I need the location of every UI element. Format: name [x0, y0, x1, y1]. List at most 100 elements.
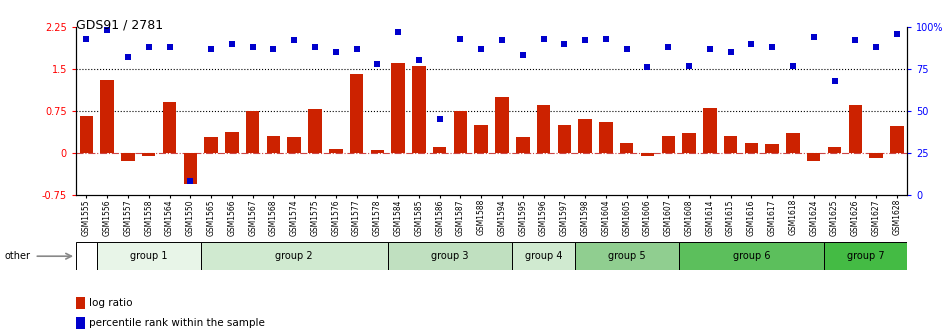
Point — [702, 46, 717, 51]
Point — [847, 38, 863, 43]
Bar — [787, 133, 800, 153]
Bar — [890, 126, 903, 153]
Bar — [579, 119, 592, 153]
Bar — [766, 144, 779, 153]
Point — [432, 117, 447, 122]
Point — [453, 36, 468, 41]
Point — [807, 34, 822, 40]
Bar — [724, 136, 737, 153]
Bar — [495, 97, 509, 153]
Bar — [388, 242, 512, 270]
Point — [744, 41, 759, 46]
Bar — [142, 153, 156, 156]
Point — [182, 179, 198, 184]
Point — [287, 38, 302, 43]
Point — [515, 53, 530, 58]
Point — [121, 54, 136, 60]
Point — [598, 36, 614, 41]
Point — [224, 41, 239, 46]
Text: log ratio: log ratio — [89, 298, 133, 308]
Point — [765, 44, 780, 50]
Bar — [162, 102, 177, 153]
Bar — [76, 242, 97, 270]
Bar — [827, 147, 842, 153]
Bar — [474, 125, 488, 153]
Point — [162, 44, 177, 50]
Bar — [391, 63, 405, 153]
Bar — [848, 105, 862, 153]
Bar — [537, 105, 550, 153]
Bar — [288, 137, 301, 153]
Text: percentile rank within the sample: percentile rank within the sample — [89, 319, 265, 328]
Point — [640, 65, 656, 70]
Bar — [599, 122, 613, 153]
Bar — [246, 111, 259, 153]
Bar — [869, 153, 883, 159]
Point — [578, 38, 593, 43]
Bar — [308, 109, 322, 153]
Point — [142, 44, 157, 50]
Text: group 2: group 2 — [276, 251, 313, 261]
Point — [328, 49, 343, 55]
Point — [868, 44, 884, 50]
Bar — [101, 80, 114, 153]
Bar — [640, 153, 655, 156]
Bar — [183, 153, 197, 184]
Bar — [412, 66, 426, 153]
Bar — [824, 242, 907, 270]
Point — [889, 31, 904, 36]
Point — [370, 61, 385, 67]
Bar — [745, 143, 758, 153]
Bar — [80, 117, 93, 153]
Bar — [350, 75, 363, 153]
Point — [494, 38, 509, 43]
Text: group 7: group 7 — [846, 251, 884, 261]
Text: group 1: group 1 — [130, 251, 167, 261]
Point — [79, 36, 94, 41]
Bar — [703, 108, 716, 153]
Text: group 4: group 4 — [524, 251, 562, 261]
Point — [100, 28, 115, 33]
Point — [660, 44, 675, 50]
Bar — [558, 125, 571, 153]
Point — [723, 49, 738, 55]
Point — [681, 63, 696, 68]
Bar — [76, 297, 85, 309]
Bar — [682, 133, 695, 153]
Text: group 3: group 3 — [431, 251, 468, 261]
Bar — [661, 136, 675, 153]
Bar — [200, 242, 388, 270]
Point — [786, 63, 801, 68]
Point — [266, 46, 281, 51]
Bar — [370, 150, 384, 153]
Bar — [807, 153, 821, 161]
Bar — [516, 137, 529, 153]
Bar — [97, 242, 200, 270]
Text: group 5: group 5 — [608, 251, 645, 261]
Point — [245, 44, 260, 50]
Bar — [512, 242, 575, 270]
Point — [557, 41, 572, 46]
Text: group 6: group 6 — [732, 251, 770, 261]
Point — [536, 36, 551, 41]
Point — [619, 46, 635, 51]
Point — [390, 29, 406, 35]
Bar — [204, 137, 218, 153]
Text: other: other — [5, 251, 30, 261]
Bar — [76, 317, 85, 329]
Bar — [433, 147, 446, 153]
Bar — [575, 242, 678, 270]
Bar — [454, 111, 467, 153]
Point — [474, 46, 489, 51]
Bar — [678, 242, 824, 270]
Bar — [267, 136, 280, 153]
Text: GDS91 / 2781: GDS91 / 2781 — [76, 18, 163, 32]
Point — [349, 46, 364, 51]
Bar — [329, 149, 343, 153]
Point — [411, 58, 427, 63]
Bar — [122, 153, 135, 161]
Point — [203, 46, 218, 51]
Bar — [620, 143, 634, 153]
Point — [826, 78, 842, 83]
Bar — [225, 132, 238, 153]
